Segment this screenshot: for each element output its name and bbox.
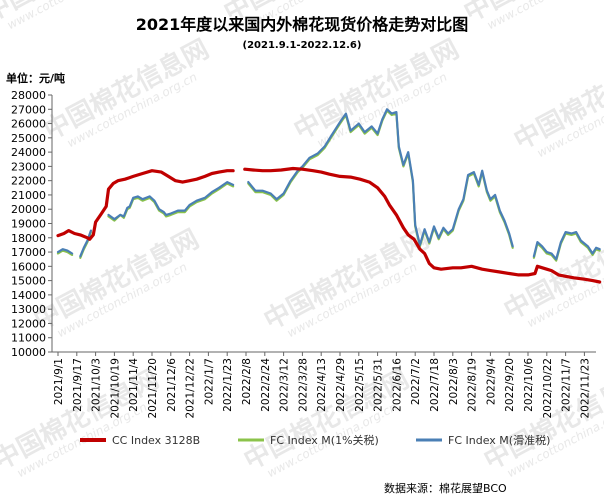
watermark-text: 中国棉花信息网: [39, 33, 214, 146]
chart-subtitle: (2021.9.1-2022.12.6): [243, 40, 362, 51]
x-tick-label: 2021/11/20: [147, 358, 159, 419]
x-tick-label: 2022/9/20: [504, 358, 516, 412]
x-tick-label: 2021/9/1: [53, 358, 65, 405]
y-tick-label: 13000: [11, 303, 46, 316]
y-tick-label: 18000: [11, 232, 46, 245]
y-tick-label: 27000: [11, 103, 46, 116]
legend-label: FC Index M(滑准税): [448, 433, 550, 447]
x-tick-label: 2022/10/6: [523, 358, 535, 412]
y-tick-label: 14000: [11, 289, 46, 302]
x-tick-label: 2022/7/18: [429, 358, 441, 412]
x-tick-label: 2021/10/19: [109, 358, 121, 419]
x-tick-label: 2022/5/31: [373, 358, 385, 412]
x-tick-label: 2022/5/15: [354, 358, 366, 412]
x-tick-label: 2022/4/29: [335, 358, 347, 412]
x-tick-label: 2022/7/2: [410, 358, 422, 405]
legend-label: FC Index M(1%关税): [270, 433, 379, 447]
series-layer: [56, 108, 602, 284]
y-tick-label: 20000: [11, 203, 46, 216]
x-tick-label: 2021/10/3: [91, 358, 103, 412]
y-tick-label: 11000: [11, 332, 46, 345]
y-tick-label: 17000: [11, 246, 46, 259]
y-tick-label: 28000: [11, 89, 46, 102]
x-axis: 2021/9/1 2021/9/17 2021/10/3 2021/10/19 2021…: [52, 351, 596, 419]
x-tick-label: 2021/9/17: [72, 358, 84, 412]
series-line: [56, 108, 601, 261]
y-tick-label: 12000: [11, 317, 46, 330]
watermark-text: 中国棉花信息网: [29, 223, 204, 336]
legend-label: CC Index 3128B: [112, 434, 200, 447]
x-tick-label: 2021/12/6: [166, 358, 178, 412]
x-tick-label: 2022/8/19: [467, 358, 479, 412]
x-tick-label: 2021/12/22: [185, 358, 197, 419]
y-axis-unit-label: 单位：元/吨: [6, 71, 65, 85]
x-tick-label: 2022/2/8: [241, 358, 253, 405]
y-tick-label: 24000: [11, 146, 46, 159]
x-tick-label: 2022/11/23: [579, 358, 591, 419]
y-tick-label: 21000: [11, 189, 46, 202]
x-tick-label: 2022/3/12: [279, 358, 291, 412]
y-tick-label: 10000: [11, 346, 46, 359]
x-tick-label: 2022/6/16: [391, 358, 403, 412]
series-line: [56, 166, 602, 284]
x-tick-label: 2022/3/28: [297, 358, 309, 412]
y-tick-label: 25000: [11, 132, 46, 145]
source-note: 数据来源：棉花展望BCO: [384, 481, 507, 495]
y-tick-label: 23000: [11, 160, 46, 173]
x-tick-label: 2022/2/24: [260, 358, 272, 412]
x-tick-label: 2022/11/7: [561, 358, 573, 412]
x-tick-label: 2021/11/4: [128, 358, 140, 412]
y-tick-label: 16000: [11, 260, 46, 273]
x-tick-label: 2022/1/23: [222, 358, 234, 412]
y-tick-label: 19000: [11, 218, 46, 231]
x-tick-label: 2022/9/4: [485, 358, 497, 405]
x-tick-label: 2022/1/7: [203, 358, 215, 405]
legend: CC Index 3128B FC Index M(1%关税) FC Index M…: [80, 433, 550, 447]
y-tick-label: 15000: [11, 275, 46, 288]
x-tick-label: 2022/10/22: [542, 358, 554, 419]
x-tick-label: 2022/4/13: [316, 358, 328, 412]
y-tick-label: 26000: [11, 118, 46, 131]
watermark-text: 中国棉花信息网: [259, 223, 434, 336]
y-tick-label: 22000: [11, 175, 46, 188]
x-tick-label: 2022/8/3: [448, 358, 460, 405]
chart-title: 2021年度以来国内外棉花现货价格走势对比图: [136, 15, 469, 34]
